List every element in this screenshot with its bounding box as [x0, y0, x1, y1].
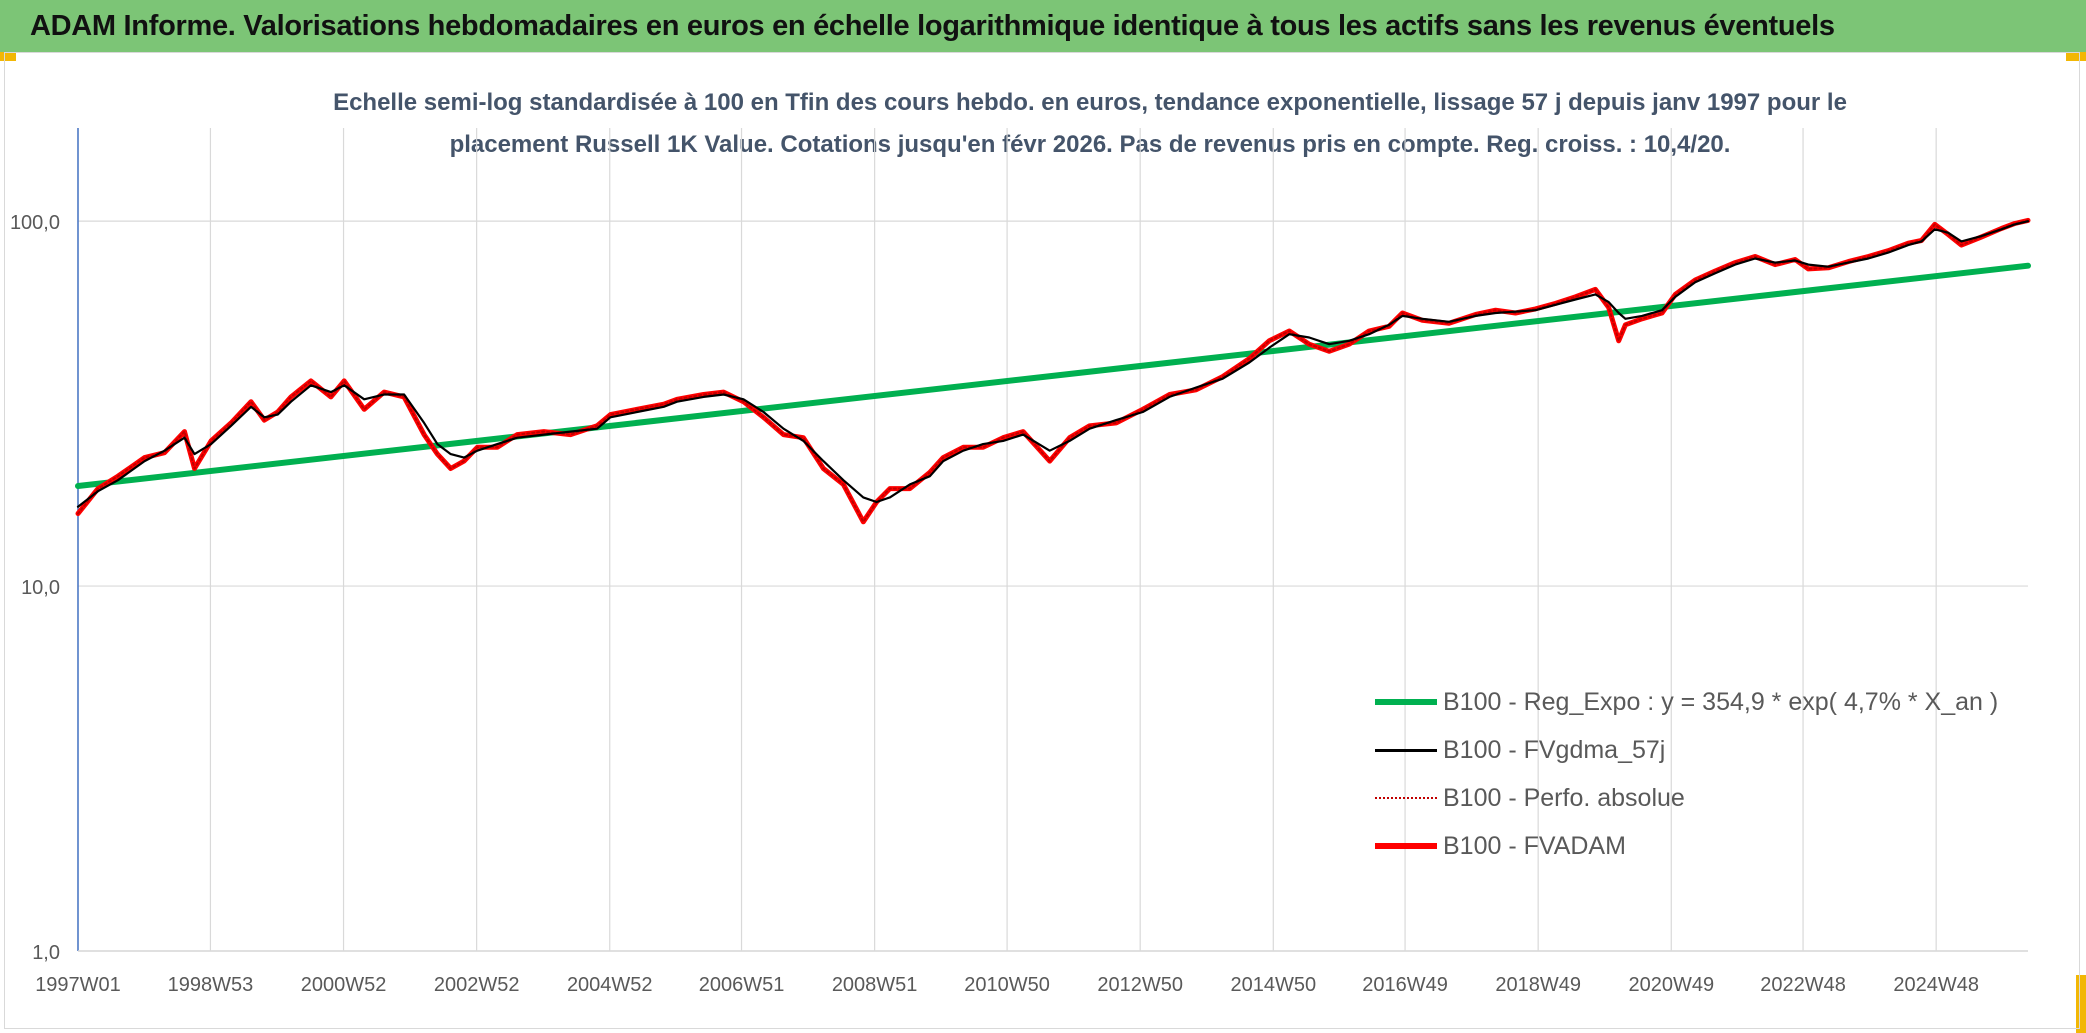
legend-item-fvadam: B100 - FVADAM [1375, 822, 2035, 870]
x-tick-label: 2008W51 [832, 974, 918, 996]
tick-labels: 1,0 10,0 100,0 1997W01 1998W53 2000W52 2002W52… [10, 212, 1979, 996]
corner-accent-bottom-right [2076, 975, 2086, 1033]
legend-swatch-reg-expo [1375, 699, 1437, 705]
legend-swatch-fvadam [1375, 843, 1437, 849]
series-fvgdma-line [76, 220, 2030, 508]
y-tick-label: 100,0 [10, 212, 60, 234]
legend-label-fvadam: B100 - FVADAM [1443, 831, 1626, 860]
corner-accent-top-right [2066, 52, 2086, 61]
corner-accent-top-left [0, 52, 16, 61]
legend-label-perfo-absolue: B100 - Perfo. absolue [1443, 783, 1685, 812]
x-tick-label: 2022W48 [1760, 974, 1846, 996]
series-lines [75, 217, 2031, 525]
y-tick-label: 1,0 [32, 942, 60, 964]
x-tick-label: 2012W50 [1097, 974, 1183, 996]
x-tick-label: 2006W51 [699, 974, 785, 996]
chart-title-line-1: Echelle semi-log standardisée à 100 en T… [333, 89, 1847, 116]
x-tick-label: 2018W49 [1495, 974, 1581, 996]
legend-item-perfo-absolue: B100 - Perfo. absolue [1375, 774, 2035, 822]
legend-item-reg-expo: B100 - Reg_Expo : y = 354,9 * exp( 4,7% … [1375, 678, 2035, 726]
legend-label-reg-expo: B100 - Reg_Expo : y = 354,9 * exp( 4,7% … [1443, 687, 1999, 716]
report-banner: ADAM Informe. Valorisations hebdomadaire… [0, 0, 2086, 52]
legend-label-fvgdma: B100 - FVgdma_57j [1443, 735, 1666, 764]
legend: B100 - Reg_Expo : y = 354,9 * exp( 4,7% … [1375, 678, 2035, 870]
axes [77, 128, 2028, 952]
chart-title-line-2: placement Russell 1K Value. Cotations ju… [449, 131, 1731, 158]
x-tick-label: 2016W49 [1362, 974, 1448, 996]
series-perfo-absolue-line [77, 219, 2029, 523]
legend-item-fvgdma: B100 - FVgdma_57j [1375, 726, 2035, 774]
x-tick-label: 2010W50 [964, 974, 1050, 996]
chart-area [4, 52, 2080, 1029]
series-reg-expo-line [75, 262, 2031, 489]
x-tick-label: 1998W53 [168, 974, 254, 996]
legend-swatch-perfo-absolue [1375, 797, 1437, 799]
x-tick-label: 2000W52 [301, 974, 387, 996]
x-tick-label: 2024W48 [1893, 974, 1979, 996]
y-tick-label: 10,0 [21, 577, 60, 599]
x-tick-label: 2002W52 [434, 974, 520, 996]
chart-title: Echelle semi-log standardisée à 100 en T… [260, 82, 1920, 166]
x-tick-label: 1997W01 [35, 974, 121, 996]
x-tick-label: 2014W50 [1230, 974, 1316, 996]
x-tick-label: 2020W49 [1628, 974, 1714, 996]
x-tick-label: 2004W52 [567, 974, 653, 996]
banner-title: ADAM Informe. Valorisations hebdomadaire… [30, 9, 1835, 42]
legend-swatch-fvgdma [1375, 748, 1437, 752]
